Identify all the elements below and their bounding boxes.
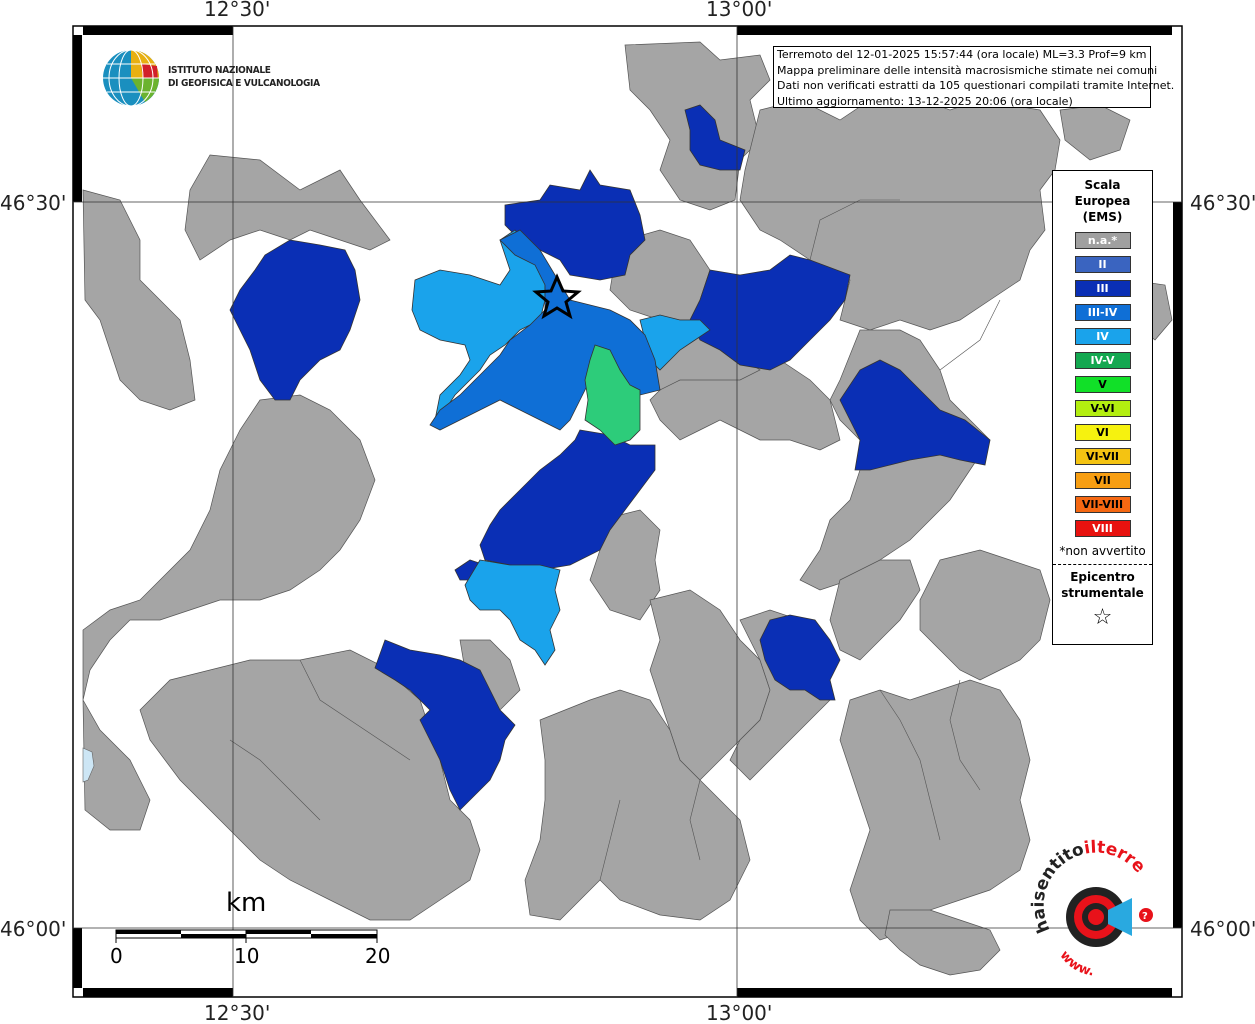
coord-top-1: 12°30' bbox=[204, 0, 270, 21]
coord-left-2: 46°00' bbox=[0, 917, 66, 941]
legend-swatch-ivv-5: IV-V bbox=[1074, 352, 1131, 369]
info-line4: Ultimo aggiornamento: 13-12-2025 20:06 (… bbox=[777, 94, 1073, 108]
region-iii-northeast bbox=[684, 104, 746, 171]
coord-bottom-2: 13°00' bbox=[706, 1001, 772, 1024]
ingv-line2: DI GEOFISICA E VULCANOLOGIA bbox=[168, 78, 320, 89]
region-iv-south bbox=[464, 559, 561, 666]
graticule bbox=[73, 26, 1182, 997]
legend-swatch-viiviii-11: VII-VIII bbox=[1074, 496, 1131, 513]
scale-bar bbox=[115, 929, 378, 943]
legend-items: n.a.* II III III-IV IV IV-V V V-VI VI VI-VII VII VI… bbox=[1053, 232, 1152, 537]
coord-left-1: 46°30' bbox=[0, 191, 66, 215]
legend-swatch-vi-8: VI bbox=[1074, 424, 1131, 441]
coord-right-2: 46°00' bbox=[1190, 917, 1255, 941]
legend-title: Scala Europea (EMS) bbox=[1053, 177, 1152, 225]
epicenter-star-icon bbox=[532, 273, 582, 320]
ingv-logo-text: ISTITUTO NAZIONALE DI GEOFISICA E VULCAN… bbox=[168, 64, 320, 90]
legend-swatch-na-0: n.a.* bbox=[1074, 232, 1131, 249]
region-iv-v bbox=[584, 344, 641, 446]
scale-tick-0: 0 bbox=[110, 944, 123, 968]
legend-swatch-iiiiv-3: III-IV bbox=[1074, 304, 1131, 321]
legend-swatch-iii-2: III bbox=[1074, 280, 1131, 297]
scale-tick-10: 10 bbox=[234, 944, 260, 968]
legend-title-line1: Scala bbox=[1084, 178, 1121, 192]
earthquake-info-box: Terremoto del 12-01-2025 15:57:44 (ora l… bbox=[773, 46, 1175, 108]
info-line3: Dati non verificati estratti da 105 ques… bbox=[777, 79, 1175, 92]
legend-separator bbox=[1053, 564, 1152, 565]
legend-swatch-ii-1: II bbox=[1074, 256, 1131, 273]
coord-top-2: 13°00' bbox=[706, 0, 772, 21]
legend-note: *non avvertito bbox=[1059, 544, 1146, 558]
coord-right-1: 46°30' bbox=[1190, 191, 1255, 215]
info-line1: Terremoto del 12-01-2025 15:57:44 (ora l… bbox=[777, 48, 1147, 61]
ingv-globe-icon bbox=[103, 49, 159, 107]
region-iii-iv-center bbox=[429, 229, 661, 431]
scale-tick-20: 20 bbox=[365, 944, 391, 968]
legend-swatch-v-6: V bbox=[1074, 376, 1131, 393]
legend-title-line3: (EMS) bbox=[1082, 210, 1123, 224]
info-line2: Mappa preliminare delle intensità macros… bbox=[777, 63, 1158, 77]
region-iii-southeast bbox=[759, 614, 841, 701]
legend-epicenter-label: Epicentro strumentale bbox=[1053, 569, 1152, 601]
legend-epicenter-line2: strumentale bbox=[1061, 586, 1144, 600]
lake bbox=[82, 747, 95, 783]
legend-epicenter-line1: Epicentro bbox=[1070, 570, 1135, 584]
region-iii-southwest bbox=[374, 639, 516, 811]
ems-legend: Scala Europea (EMS) n.a.* II III III-IV IV IV… bbox=[1052, 170, 1153, 645]
frame-bars bbox=[73, 26, 1182, 997]
svg-text:?: ? bbox=[1142, 911, 1148, 922]
coord-bottom-1: 12°30' bbox=[204, 1001, 270, 1024]
region-na bbox=[82, 41, 1173, 976]
legend-swatch-vivii-9: VI-VII bbox=[1074, 448, 1131, 465]
scale-title: km bbox=[226, 888, 267, 918]
legend-title-line2: Europea bbox=[1074, 194, 1131, 208]
region-iv-northwest bbox=[411, 229, 546, 422]
legend-swatch-iv-4: IV bbox=[1074, 328, 1131, 345]
ingv-line1: ISTITUTO NAZIONALE bbox=[168, 65, 271, 76]
legend-swatch-vii-10: VII bbox=[1074, 472, 1131, 489]
region-iii-west bbox=[229, 239, 361, 401]
legend-swatch-viii-12: VIII bbox=[1074, 520, 1131, 537]
intensity-regions bbox=[229, 104, 991, 811]
legend-star-icon: ☆ bbox=[1092, 605, 1113, 630]
legend-swatch-vvi-7: V-VI bbox=[1074, 400, 1131, 417]
region-iii-far-east bbox=[839, 359, 991, 471]
